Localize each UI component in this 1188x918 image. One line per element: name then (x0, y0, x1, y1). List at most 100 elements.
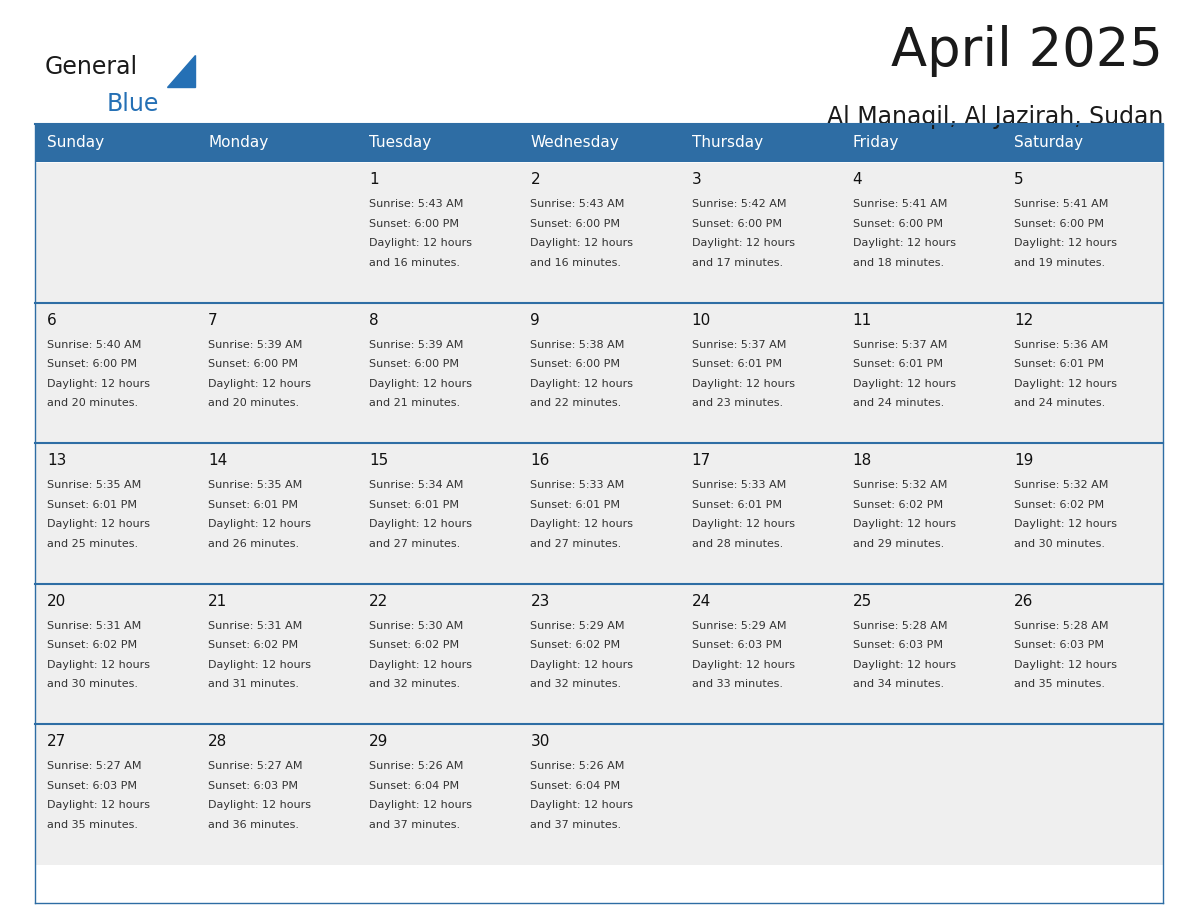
Text: and 31 minutes.: and 31 minutes. (208, 679, 299, 689)
Text: Sunset: 6:01 PM: Sunset: 6:01 PM (369, 499, 460, 509)
Bar (1001, 724, 1163, 865)
Bar (841, 162, 1001, 303)
Text: Daylight: 12 hours: Daylight: 12 hours (369, 660, 473, 670)
Text: Sunrise: 5:30 AM: Sunrise: 5:30 AM (369, 621, 463, 631)
Text: Sunset: 6:00 PM: Sunset: 6:00 PM (691, 218, 782, 229)
Bar (196, 584, 358, 724)
Bar (358, 162, 518, 303)
Text: 28: 28 (208, 734, 227, 749)
Text: Sunset: 6:02 PM: Sunset: 6:02 PM (853, 499, 943, 509)
Text: 18: 18 (853, 453, 872, 468)
Text: Saturday: Saturday (1013, 136, 1082, 151)
Text: Sunset: 6:00 PM: Sunset: 6:00 PM (369, 359, 460, 369)
Bar (518, 584, 680, 724)
Text: 1: 1 (369, 172, 379, 187)
Bar (841, 584, 1001, 724)
Text: Sunrise: 5:31 AM: Sunrise: 5:31 AM (48, 621, 141, 631)
Bar (196, 162, 358, 303)
Text: Friday: Friday (853, 136, 899, 151)
Text: 23: 23 (530, 594, 550, 609)
Text: Sunrise: 5:37 AM: Sunrise: 5:37 AM (853, 340, 947, 350)
Text: and 33 minutes.: and 33 minutes. (691, 679, 783, 689)
Text: Sunset: 6:03 PM: Sunset: 6:03 PM (853, 640, 943, 650)
Text: Sunrise: 5:32 AM: Sunrise: 5:32 AM (853, 480, 947, 490)
Text: Sunset: 6:03 PM: Sunset: 6:03 PM (208, 781, 298, 791)
Text: 30: 30 (530, 734, 550, 749)
Text: Sunrise: 5:26 AM: Sunrise: 5:26 AM (530, 761, 625, 771)
Bar (518, 724, 680, 865)
Text: and 30 minutes.: and 30 minutes. (1013, 539, 1105, 549)
Text: Sunset: 6:02 PM: Sunset: 6:02 PM (530, 640, 620, 650)
Text: 16: 16 (530, 453, 550, 468)
Text: 10: 10 (691, 313, 710, 328)
Text: Sunset: 6:00 PM: Sunset: 6:00 PM (369, 218, 460, 229)
Text: and 24 minutes.: and 24 minutes. (1013, 398, 1105, 409)
Bar (34, 124, 1163, 162)
Text: and 26 minutes.: and 26 minutes. (208, 539, 299, 549)
Text: Daylight: 12 hours: Daylight: 12 hours (853, 660, 955, 670)
Text: Sunrise: 5:35 AM: Sunrise: 5:35 AM (48, 480, 141, 490)
Text: Sunrise: 5:29 AM: Sunrise: 5:29 AM (691, 621, 786, 631)
Bar (1001, 443, 1163, 584)
Text: and 25 minutes.: and 25 minutes. (48, 539, 138, 549)
Text: and 27 minutes.: and 27 minutes. (530, 539, 621, 549)
Text: and 16 minutes.: and 16 minutes. (369, 258, 460, 267)
Text: Sunset: 6:01 PM: Sunset: 6:01 PM (48, 499, 137, 509)
Text: Sunset: 6:00 PM: Sunset: 6:00 PM (530, 218, 620, 229)
Text: Sunset: 6:02 PM: Sunset: 6:02 PM (1013, 499, 1104, 509)
Bar (196, 724, 358, 865)
Text: Sunset: 6:01 PM: Sunset: 6:01 PM (530, 499, 620, 509)
Bar (680, 303, 841, 443)
Text: Sunset: 6:03 PM: Sunset: 6:03 PM (691, 640, 782, 650)
Text: Sunrise: 5:41 AM: Sunrise: 5:41 AM (1013, 199, 1108, 209)
Text: Thursday: Thursday (691, 136, 763, 151)
Bar (518, 443, 680, 584)
Text: Sunset: 6:00 PM: Sunset: 6:00 PM (530, 359, 620, 369)
Text: Sunset: 6:02 PM: Sunset: 6:02 PM (48, 640, 137, 650)
Text: and 16 minutes.: and 16 minutes. (530, 258, 621, 267)
Text: 27: 27 (48, 734, 67, 749)
Text: April 2025: April 2025 (891, 25, 1163, 77)
Bar (358, 303, 518, 443)
Text: 6: 6 (48, 313, 57, 328)
Polygon shape (168, 55, 195, 87)
Text: Sunrise: 5:34 AM: Sunrise: 5:34 AM (369, 480, 463, 490)
Text: Daylight: 12 hours: Daylight: 12 hours (691, 378, 795, 388)
Text: Sunset: 6:03 PM: Sunset: 6:03 PM (1013, 640, 1104, 650)
Text: Sunrise: 5:43 AM: Sunrise: 5:43 AM (530, 199, 625, 209)
Text: and 17 minutes.: and 17 minutes. (691, 258, 783, 267)
Text: and 37 minutes.: and 37 minutes. (369, 820, 461, 830)
Text: Wednesday: Wednesday (530, 136, 619, 151)
Text: and 37 minutes.: and 37 minutes. (530, 820, 621, 830)
Text: Sunrise: 5:28 AM: Sunrise: 5:28 AM (1013, 621, 1108, 631)
Text: Daylight: 12 hours: Daylight: 12 hours (1013, 520, 1117, 529)
Bar (1001, 303, 1163, 443)
Text: 9: 9 (530, 313, 541, 328)
Text: Daylight: 12 hours: Daylight: 12 hours (369, 520, 473, 529)
Bar (358, 584, 518, 724)
Text: 5: 5 (1013, 172, 1024, 187)
Text: Sunrise: 5:43 AM: Sunrise: 5:43 AM (369, 199, 463, 209)
Text: Daylight: 12 hours: Daylight: 12 hours (530, 800, 633, 811)
Text: Daylight: 12 hours: Daylight: 12 hours (853, 238, 955, 248)
Text: Daylight: 12 hours: Daylight: 12 hours (48, 800, 150, 811)
Text: 21: 21 (208, 594, 227, 609)
Text: and 27 minutes.: and 27 minutes. (369, 539, 461, 549)
Bar (680, 724, 841, 865)
Text: Daylight: 12 hours: Daylight: 12 hours (208, 660, 311, 670)
Text: Sunrise: 5:27 AM: Sunrise: 5:27 AM (48, 761, 141, 771)
Text: Daylight: 12 hours: Daylight: 12 hours (530, 520, 633, 529)
Bar (680, 584, 841, 724)
Text: 19: 19 (1013, 453, 1034, 468)
Text: and 35 minutes.: and 35 minutes. (1013, 679, 1105, 689)
Text: 3: 3 (691, 172, 701, 187)
Text: and 19 minutes.: and 19 minutes. (1013, 258, 1105, 267)
Text: and 34 minutes.: and 34 minutes. (853, 679, 943, 689)
Text: Sunrise: 5:27 AM: Sunrise: 5:27 AM (208, 761, 303, 771)
Text: Al Manaqil, Al Jazirah, Sudan: Al Manaqil, Al Jazirah, Sudan (827, 105, 1163, 129)
Bar (34, 584, 196, 724)
Bar (1001, 584, 1163, 724)
Text: Sunset: 6:03 PM: Sunset: 6:03 PM (48, 781, 137, 791)
Text: Sunset: 6:01 PM: Sunset: 6:01 PM (208, 499, 298, 509)
Bar (518, 303, 680, 443)
